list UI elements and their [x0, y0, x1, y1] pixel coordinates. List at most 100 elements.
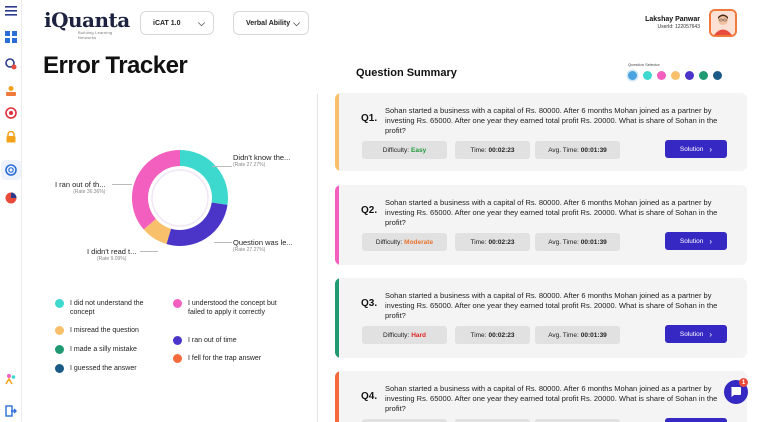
- legend-item: I guessed the answer: [55, 364, 165, 373]
- chevron-right-icon: ›: [709, 144, 713, 154]
- logo-text: iQuanta: [44, 8, 130, 32]
- solution-button[interactable]: Solution ›: [665, 140, 727, 158]
- question-number: Q1.: [361, 113, 378, 124]
- question-summary-title: Question Summary: [356, 67, 457, 79]
- community-icon[interactable]: [4, 372, 18, 386]
- chevron-down-icon: ⌵: [293, 17, 300, 28]
- donut-label-rate: (Rate 9.09%): [96, 256, 127, 262]
- question-card-accent: [335, 278, 339, 358]
- question-text: Sohan started a business with a capital …: [385, 198, 718, 227]
- time-label: Time:: [470, 331, 487, 339]
- section-dropdown[interactable]: Verbal Ability ⌵: [233, 11, 309, 35]
- legend-item: I ran out of time: [173, 336, 288, 345]
- dashboard-icon[interactable]: [4, 30, 18, 44]
- question-number: Q4.: [361, 391, 378, 402]
- leader-line: [140, 251, 158, 252]
- time-pill: [455, 419, 530, 422]
- legend-item: I made a silly mistake: [55, 345, 165, 354]
- solution-button[interactable]: Solution ›: [665, 232, 727, 250]
- question-text: Sohan started a business with a capital …: [385, 106, 718, 135]
- question-card: Q4. Sohan started a business with a capi…: [335, 371, 747, 422]
- avg-time-pill: Avg. Time: 00:01:39: [535, 233, 620, 251]
- error-tracker-icon[interactable]: [4, 163, 18, 177]
- legend-dot: [55, 345, 64, 354]
- donut-slice[interactable]: [166, 202, 228, 246]
- solution-button[interactable]: Solution ›: [665, 325, 727, 343]
- donut-slice[interactable]: [132, 150, 181, 230]
- donut-label-text: Question was le...: [233, 238, 293, 247]
- solution-label: Solution: [679, 330, 704, 338]
- avg-time-pill: Avg. Time: 00:01:39: [535, 326, 620, 344]
- question-card: Q1. Sohan started a business with a capi…: [335, 93, 747, 171]
- difficulty-pill: Difficulty: Easy: [362, 141, 447, 159]
- sidebar-active-highlight: [1, 160, 21, 180]
- avg-time-pill: [535, 419, 620, 422]
- difficulty-label: Difficulty:: [375, 238, 403, 246]
- avg-time-value: 00:01:39: [580, 146, 607, 154]
- avg-time-value: 00:01:39: [580, 331, 607, 339]
- question-number: Q3.: [361, 298, 378, 309]
- donut-label: I didn't read t... (Rate 9.09%): [87, 247, 136, 263]
- avg-time-pill: Avg. Time: 00:01:39: [535, 141, 620, 159]
- lock-icon[interactable]: [4, 130, 18, 144]
- question-selector-dot[interactable]: [671, 71, 680, 80]
- legend-dot: [55, 299, 64, 308]
- analytics-icon[interactable]: [4, 57, 18, 71]
- difficulty-value: Easy: [411, 146, 427, 154]
- avg-time-label: Avg. Time:: [548, 331, 579, 339]
- section-dropdown-value: Verbal Ability: [246, 19, 291, 27]
- question-card: Q3. Sohan started a business with a capi…: [335, 278, 747, 358]
- avg-time-value: 00:01:39: [580, 238, 607, 246]
- donut-label-text: Didn't know the...: [233, 153, 291, 162]
- question-selector-dot[interactable]: [685, 71, 694, 80]
- donut-label-rate: (Rate 27.27%): [233, 247, 266, 253]
- legend-label: I ran out of time: [188, 337, 237, 344]
- question-selector-dot[interactable]: [657, 71, 666, 80]
- question-card-accent: [335, 93, 339, 171]
- legend-item: I did not understand the concept: [55, 299, 165, 317]
- avatar[interactable]: [709, 9, 737, 37]
- time-label: Time:: [470, 238, 487, 246]
- difficulty-value: Hard: [411, 331, 427, 339]
- difficulty-pill: [362, 419, 447, 422]
- question-text: Sohan started a business with a capital …: [385, 384, 718, 413]
- question-card-accent: [335, 371, 339, 422]
- legend-label: I understood the concept but failed to a…: [188, 300, 277, 316]
- legend-label: I fell for the trap answer: [188, 355, 262, 362]
- question-selector-dot[interactable]: [713, 71, 722, 80]
- logout-icon[interactable]: [4, 404, 18, 418]
- question-selector-dot[interactable]: [628, 71, 637, 80]
- menu-icon[interactable]: [4, 4, 18, 18]
- legend-dot: [173, 354, 182, 363]
- legend-item: I understood the concept but failed to a…: [173, 299, 288, 317]
- exam-dropdown[interactable]: iCAT 1.0 ⌵: [140, 11, 214, 35]
- learning-icon[interactable]: [4, 84, 18, 98]
- donut-label: I ran out of th... (Rate 36.36%): [55, 180, 105, 196]
- iquanta-logo[interactable]: iQuanta Building Learning Networks: [44, 8, 130, 40]
- target-icon[interactable]: [4, 106, 18, 120]
- time-pill: Time: 00:02:23: [455, 141, 530, 159]
- question-number: Q2.: [361, 205, 378, 216]
- donut-slice[interactable]: [143, 218, 172, 245]
- time-pill: Time: 00:02:23: [455, 233, 530, 251]
- time-pill: Time: 00:02:23: [455, 326, 530, 344]
- question-selector-dot[interactable]: [699, 71, 708, 80]
- solution-button[interactable]: [665, 418, 727, 422]
- chat-button[interactable]: [724, 380, 748, 404]
- avg-time-label: Avg. Time:: [548, 146, 579, 154]
- donut-label-text: I ran out of th...: [55, 180, 106, 189]
- chevron-right-icon: ›: [709, 329, 713, 339]
- legend-label: I made a silly mistake: [70, 346, 137, 353]
- pie-icon[interactable]: [4, 191, 18, 205]
- question-selector-dot[interactable]: [643, 71, 652, 80]
- difficulty-label: Difficulty:: [382, 146, 410, 154]
- leader-line: [214, 242, 232, 243]
- time-value: 00:02:23: [488, 238, 515, 246]
- sidebar: [0, 0, 22, 422]
- legend-item: I fell for the trap answer: [173, 354, 288, 363]
- user-name: Lakshay Panwar: [645, 16, 700, 23]
- donut-label-rate: (Rate 27.27%): [233, 162, 266, 168]
- difficulty-value: Moderate: [404, 238, 434, 246]
- user-id: UserId: 122057643: [657, 24, 700, 30]
- donut-slice[interactable]: [179, 150, 228, 205]
